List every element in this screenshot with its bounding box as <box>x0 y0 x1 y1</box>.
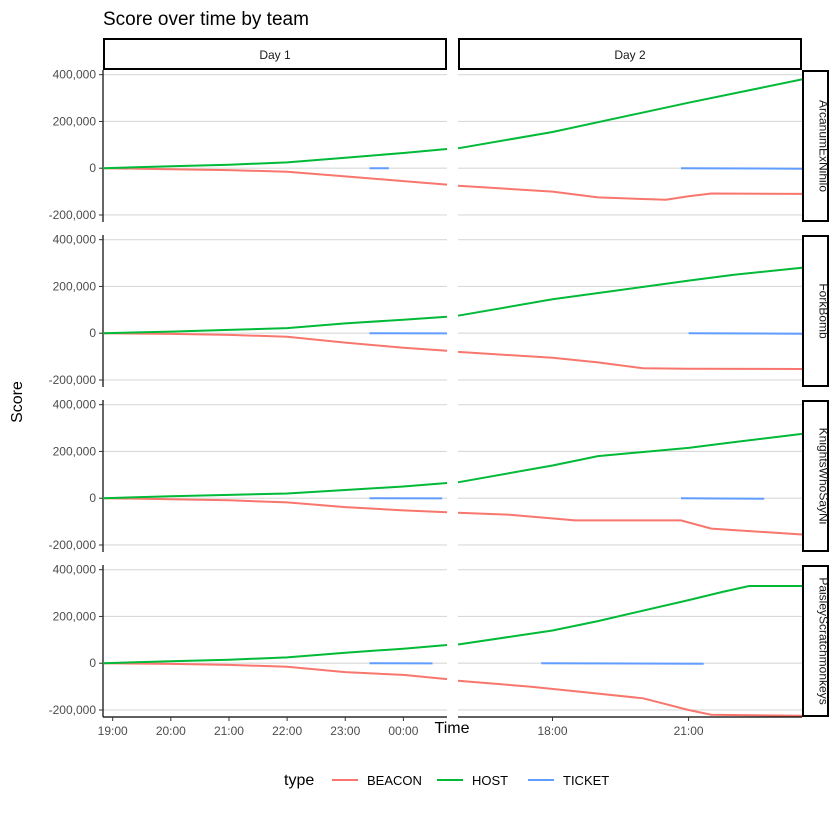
series-line-beacon <box>102 662 448 681</box>
row-strip-label: PaisleyScratchmonkeys <box>817 577 831 704</box>
x-tick-label: 00:00 <box>388 724 418 738</box>
legend-label: BEACON <box>367 773 422 788</box>
y-tick-label: 200,000 <box>53 444 97 458</box>
legend: type BEACON HOST TICKET <box>284 772 609 789</box>
series-line-ticket <box>541 662 704 665</box>
row-strip-label: KnightsWhoSayNi <box>817 428 831 525</box>
legend-title: type <box>284 772 314 789</box>
series-line-host <box>457 585 802 646</box>
series-line-host <box>102 482 448 500</box>
facet-strip-2 <box>458 38 802 70</box>
x-tick-label: 21:00 <box>674 724 704 738</box>
y-tick-label: 0 <box>89 326 96 340</box>
series-line-beacon <box>102 167 448 186</box>
series-line-host <box>457 432 803 484</box>
row-strip <box>802 565 829 717</box>
x-tick-label: 18:00 <box>537 724 567 738</box>
y-tick-label: 0 <box>89 161 96 175</box>
row-strip <box>802 70 829 222</box>
facet-strip-1 <box>103 38 447 70</box>
panels-group: Day 1 Day 2 400,000 200,000 0 -200,000 Arcanum… <box>49 38 831 738</box>
row-strip-label: ForkBomb <box>817 283 831 339</box>
x-tick-label: 21:00 <box>214 724 244 738</box>
series-line-host <box>102 644 448 665</box>
y-tick-label: 200,000 <box>53 609 97 623</box>
x-tick-label: 23:00 <box>330 724 360 738</box>
y-axis-label: Score <box>9 381 26 423</box>
y-tick-label: -200,000 <box>49 373 97 387</box>
series-line-beacon <box>457 679 803 717</box>
series-line-host <box>102 315 448 335</box>
row-strip <box>802 400 829 552</box>
y-tick-label: 400,000 <box>53 398 97 412</box>
x-tick-label: 19:00 <box>98 724 128 738</box>
row-strip <box>802 235 829 387</box>
y-tick-label: 400,000 <box>53 563 97 577</box>
row-strip-label: ArcanumExNihilo <box>817 100 831 192</box>
series-line-ticket <box>680 167 803 170</box>
series-line-ticket <box>688 332 803 335</box>
series-line-beacon <box>457 184 803 201</box>
series-line-host <box>457 78 803 150</box>
x-tick-label: 22:00 <box>272 724 302 738</box>
y-tick-label: 400,000 <box>53 233 97 247</box>
series-line-beacon <box>457 511 803 536</box>
y-tick-label: 200,000 <box>53 114 97 128</box>
series-line-beacon <box>102 332 448 352</box>
legend-label: HOST <box>472 773 508 788</box>
x-axis-label: Time <box>435 720 470 737</box>
series-line-beacon <box>457 350 803 370</box>
series-line-host <box>102 148 448 170</box>
facet-strip-label: Day 2 <box>614 48 646 62</box>
legend-label: TICKET <box>563 773 609 788</box>
y-tick-label: 0 <box>89 656 96 670</box>
y-tick-label: -200,000 <box>49 538 97 552</box>
series-line-host <box>457 266 803 317</box>
chart-title: Score over time by team <box>103 9 309 30</box>
y-tick-label: 400,000 <box>53 68 97 82</box>
y-tick-label: -200,000 <box>49 703 97 717</box>
series-line-beacon <box>102 497 448 514</box>
y-tick-label: 0 <box>89 491 96 505</box>
y-tick-label: -200,000 <box>49 208 97 222</box>
x-tick-label: 20:00 <box>156 724 186 738</box>
series-line-ticket <box>680 497 765 500</box>
facet-strip-label: Day 1 <box>259 48 291 62</box>
y-tick-label: 200,000 <box>53 279 97 293</box>
